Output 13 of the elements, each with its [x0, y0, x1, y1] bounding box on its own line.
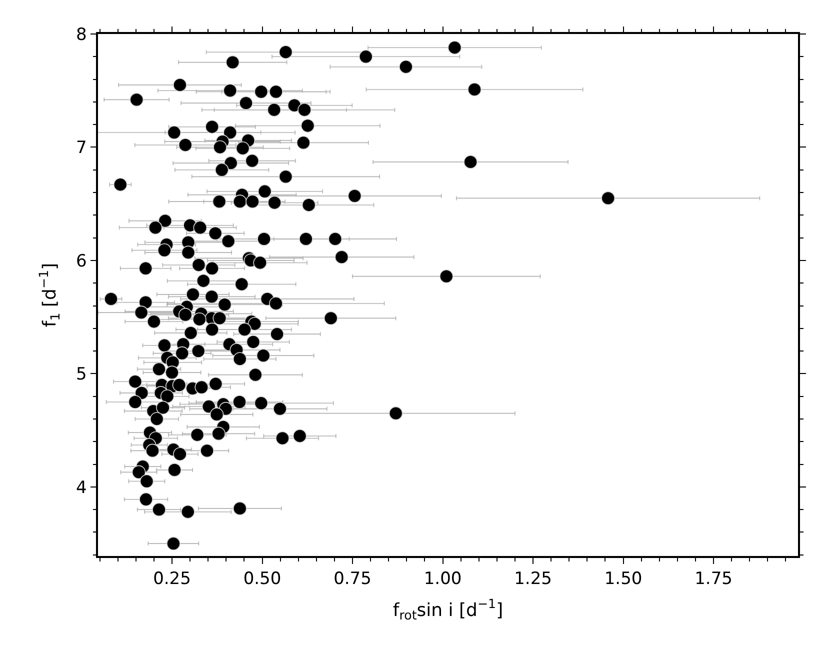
x-tick-label: 1.50: [604, 569, 642, 590]
x-axis-title: f$_{rot}$sin i [d$^{−1}$]: [392, 596, 504, 623]
y-tick-label: 5: [76, 364, 87, 385]
x-tick-label: 1.75: [694, 569, 732, 590]
x-tick-label: 1.00: [424, 569, 462, 590]
x-tick-label: 0.50: [243, 569, 282, 590]
x-tick-label: 0.75: [334, 569, 372, 590]
y-tick-label: 6: [76, 251, 87, 272]
x-tick-label: 0.25: [153, 569, 191, 590]
y-tick-label: 7: [76, 138, 87, 158]
x-tick-label: 1.25: [514, 569, 552, 590]
y-tick-label: 8: [76, 24, 87, 45]
y-tick-label: 4: [76, 478, 87, 498]
